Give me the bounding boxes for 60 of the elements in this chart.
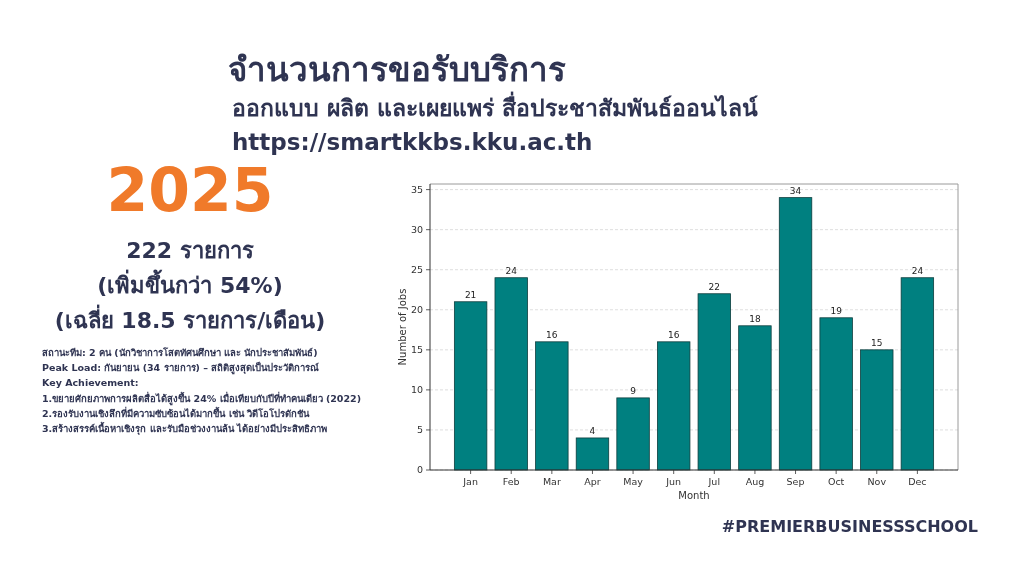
bar [616, 397, 650, 471]
x-tick-label: Aug [745, 476, 765, 487]
bar [535, 341, 569, 471]
bar [738, 325, 772, 471]
data-label: 22 [708, 281, 721, 292]
chart-subtitle: ออกแบบ ผลิต และเผยแพร่ สื่อประชาสัมพันธ์ออนไลน์ [232, 91, 759, 121]
text: 222 รายการ [126, 238, 254, 263]
x-tick-label: Jun [665, 476, 682, 487]
y-tick-label: 5 [416, 424, 423, 436]
y-tick-label: 10 [410, 384, 423, 396]
data-label: 21 [464, 289, 477, 300]
x-tick-label: Apr [584, 476, 601, 487]
bar [778, 197, 813, 471]
x-axis-title: Month [678, 490, 710, 501]
text: Peak Load: กันยายน (34 รายการ) – สถิติสูงสุดเป็นประวัติการณ์ [42, 361, 320, 375]
x-tick-label: Jan [462, 476, 478, 487]
data-label: 9 [630, 385, 637, 396]
text: 1.ขยายศักยภาพการผลิตสื่อได้สูงขึ้น 24% เมื่อเทียบกับปีที่ทำคนเดียว (2022) [42, 391, 362, 406]
x-tick-label: Oct [827, 476, 845, 487]
y-axis-title: Number of Jobs [397, 288, 408, 366]
data-label: 24 [911, 265, 924, 276]
bar [697, 293, 731, 471]
data-label: 24 [505, 265, 518, 276]
x-tick-label: Feb [502, 476, 520, 487]
x-tick-label: Jul [707, 476, 721, 487]
x-tick-label: Mar [542, 476, 561, 487]
y-tick-label: 30 [410, 223, 423, 235]
text: สถานะทีม: 2 คน (นักวิชาการโสตทัศนศึกษา และ นักประชาสัมพันธ์) [42, 347, 318, 358]
data-label: 18 [749, 313, 761, 324]
data-label: 15 [871, 337, 883, 348]
text: (เพิ่มขึ้นกว่า 54%) [97, 269, 283, 298]
data-label: 16 [667, 329, 680, 340]
x-tick-label: May [623, 476, 644, 487]
y-tick-label: 25 [410, 264, 423, 276]
bar [860, 349, 894, 471]
y-tick-label: 35 [410, 183, 423, 195]
text: https://smartkkbs.kku.ac.th [232, 129, 593, 155]
text: 2025 [106, 155, 274, 225]
y-tick-label: 20 [410, 304, 423, 316]
data-label: 34 [789, 185, 802, 196]
data-label: 19 [830, 305, 843, 316]
bar [657, 341, 691, 471]
x-tick-label: Dec [908, 476, 927, 487]
text: #PREMIERBUSINESSSCHOOL [721, 517, 978, 536]
text: 2.รองรับงานเชิงลึกที่มีความซับซ้อนได้มากขึ้น เช่น วิดีโอโปรดักชัน [42, 406, 310, 419]
bar [819, 317, 853, 471]
text: (เฉลี่ย 18.5 รายการ/เดือน) [54, 304, 326, 333]
data-label: 4 [589, 425, 596, 436]
x-tick-label: Nov [867, 476, 887, 487]
bar [494, 277, 528, 471]
text: Key Achievement: [42, 377, 139, 388]
bar [453, 301, 488, 471]
chart-title: จำนวนการขอรับบริการ [228, 50, 566, 89]
bar [575, 437, 610, 471]
data-label: 16 [546, 329, 558, 340]
y-tick-label: 0 [416, 464, 423, 476]
x-tick-label: Sep [786, 476, 805, 487]
y-tick-label: 15 [410, 344, 423, 356]
text: 3.สร้างสรรค์เนื้อหาเชิงรุก และรับมือช่วงงานล้น ได้อย่างมีประสิทธิภาพ [42, 421, 327, 435]
bar [900, 277, 935, 471]
